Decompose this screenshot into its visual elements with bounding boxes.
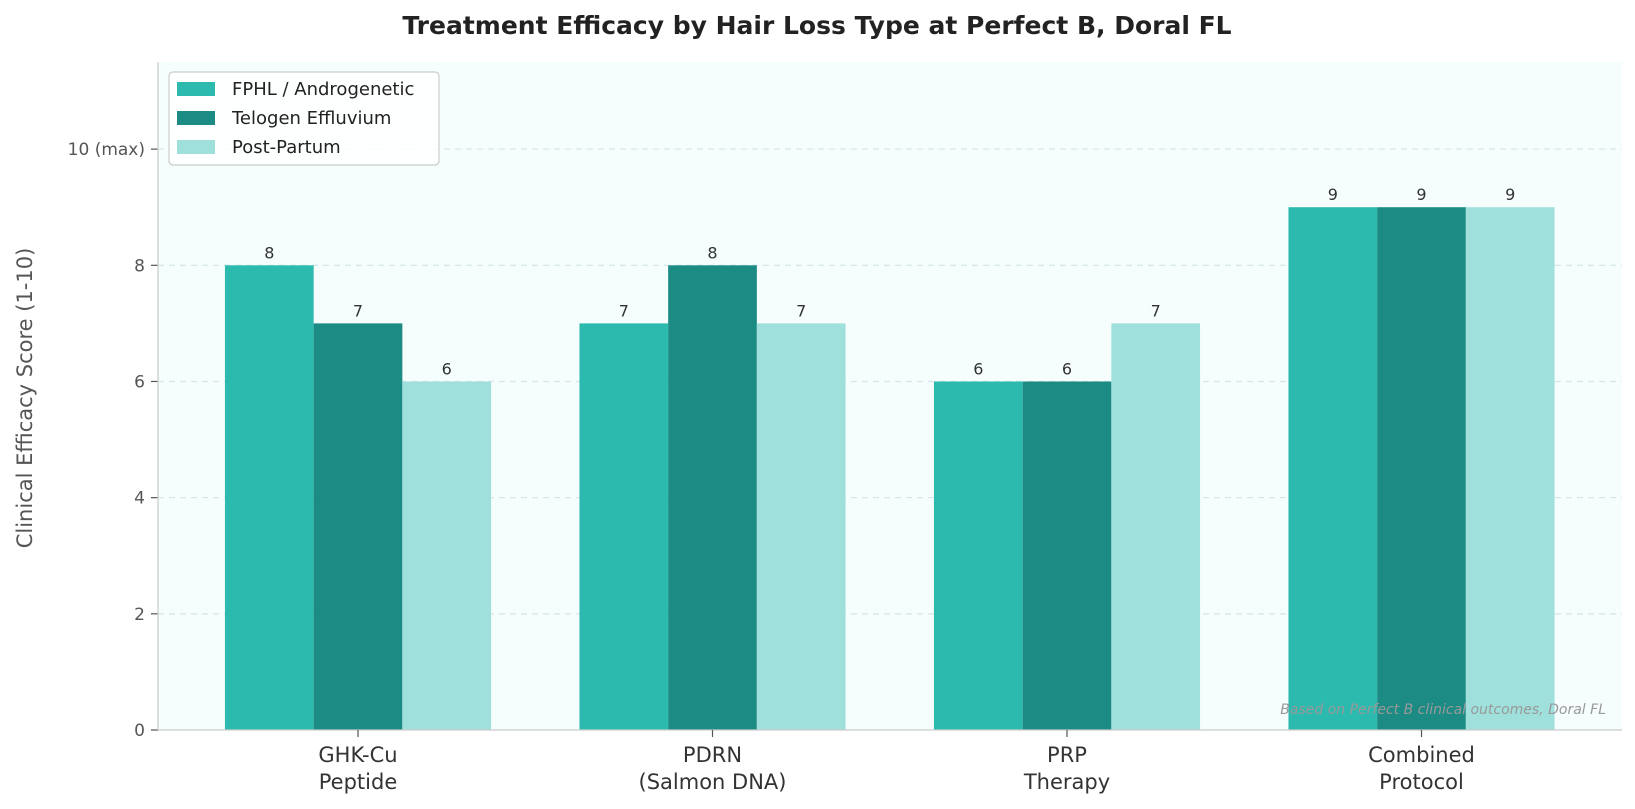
- legend-box: [168, 71, 440, 166]
- legend-swatch: [177, 140, 215, 154]
- bar-value-label: 6: [1062, 359, 1072, 378]
- y-tick-label: 4: [134, 489, 145, 509]
- bar-value-label: 7: [619, 301, 629, 320]
- bar-value-label: 6: [973, 359, 983, 378]
- y-tick-label: 0: [134, 721, 145, 741]
- bar-value-label: 9: [1328, 185, 1338, 204]
- x-tick-label: Peptide: [319, 770, 397, 794]
- x-tick-label: Protocol: [1379, 770, 1464, 794]
- bar-value-label: 7: [1151, 301, 1161, 320]
- bar-value-label: 9: [1505, 185, 1515, 204]
- bar: [313, 323, 403, 730]
- bar: [1377, 207, 1466, 730]
- bar: [1111, 323, 1201, 730]
- x-tick-label: GHK-Cu: [318, 743, 397, 767]
- legend: FPHL / Androgenetic Telogen Effluvium Post…: [168, 71, 440, 166]
- axes: 0 2 4 6 8 10 (max) GHK-Cu Peptide PDRN (Salmon DN…: [68, 62, 1622, 794]
- legend-label: FPHL / Androgenetic: [232, 79, 414, 100]
- y-tick-label: 10 (max): [68, 140, 145, 160]
- bar: [756, 323, 846, 730]
- x-tick-label: PRP: [1047, 743, 1087, 767]
- x-tick-label: Combined: [1368, 743, 1475, 767]
- x-tick-label: PDRN: [683, 743, 742, 767]
- y-tick-label: 2: [134, 605, 145, 625]
- bar: [1288, 207, 1378, 730]
- y-axis-title: Clinical Efficacy Score (1-10): [13, 248, 37, 549]
- source-note: Based on Perfect B clinical outcomes, Do…: [1280, 702, 1606, 718]
- y-tick-label: 8: [134, 256, 145, 276]
- legend-swatch: [177, 82, 215, 96]
- bar-value-label: 8: [264, 243, 274, 262]
- x-tick-label: (Salmon DNA): [639, 770, 787, 794]
- legend-swatch: [177, 111, 215, 125]
- bar: [1465, 207, 1555, 730]
- legend-label: Post-Partum: [232, 137, 341, 158]
- chart-title: Treatment Efficacy by Hair Loss Type at …: [402, 11, 1231, 40]
- bar-value-label: 7: [796, 301, 806, 320]
- bar: [668, 265, 757, 730]
- bars: [224, 207, 1555, 730]
- bar: [402, 381, 492, 730]
- x-tick-label: Therapy: [1023, 770, 1110, 794]
- y-tick-label: 6: [134, 372, 145, 392]
- bar: [579, 323, 669, 730]
- bar: [1022, 381, 1112, 730]
- bar: [224, 265, 314, 730]
- bar: [933, 381, 1023, 730]
- bar-value-label: 7: [353, 301, 363, 320]
- value-labels: 8 7 6 7 8 7 6 6 7 9 9 9: [264, 185, 1515, 378]
- legend-label: Telogen Effluvium: [231, 108, 391, 129]
- bar-value-label: 6: [442, 359, 452, 378]
- bar-value-label: 8: [707, 243, 717, 262]
- bar-value-label: 9: [1416, 185, 1426, 204]
